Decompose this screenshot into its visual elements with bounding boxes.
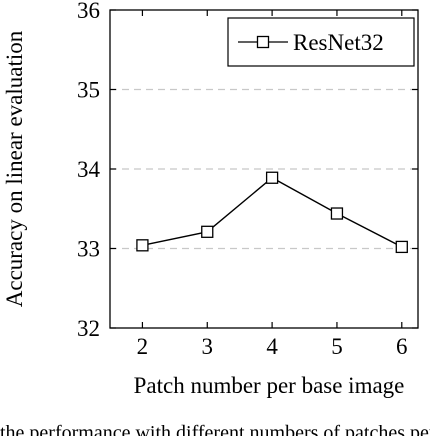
plot-frame [109,9,419,329]
series-line [142,176,403,248]
legend: ResNet32 [227,17,415,67]
series-layer [136,171,408,254]
x-ticks: 2 3 4 5 6 [137,10,408,359]
x-tick-label: 6 [396,334,408,359]
x-axis-label: Patch number per base image [134,373,405,398]
y-tick-label: 36 [77,0,100,23]
data-point-marker [201,225,214,238]
x-tick-label: 2 [137,334,149,359]
data-point-marker [330,207,344,220]
y-tick-label: 33 [77,237,100,262]
legend-marker-square [256,35,270,49]
legend-label: ResNet32 [293,30,384,55]
x-tick-label: 4 [266,334,278,359]
x-tick-label: 3 [202,334,214,359]
grid-lines [110,88,418,250]
data-point-marker [265,171,279,184]
y-axis-label: Accuracy on linear evaluation [2,30,27,307]
legend-box [227,17,415,67]
data-point-marker [136,239,149,252]
y-tick-label: 32 [77,316,100,341]
y-ticks: 32 33 34 35 36 [77,0,418,341]
y-tick-label: 35 [77,78,100,103]
y-tick-label: 34 [77,157,101,182]
caption-fragment: the performance with different numbers o… [0,422,430,436]
data-point-marker [395,240,408,254]
x-tick-label: 5 [331,334,343,359]
